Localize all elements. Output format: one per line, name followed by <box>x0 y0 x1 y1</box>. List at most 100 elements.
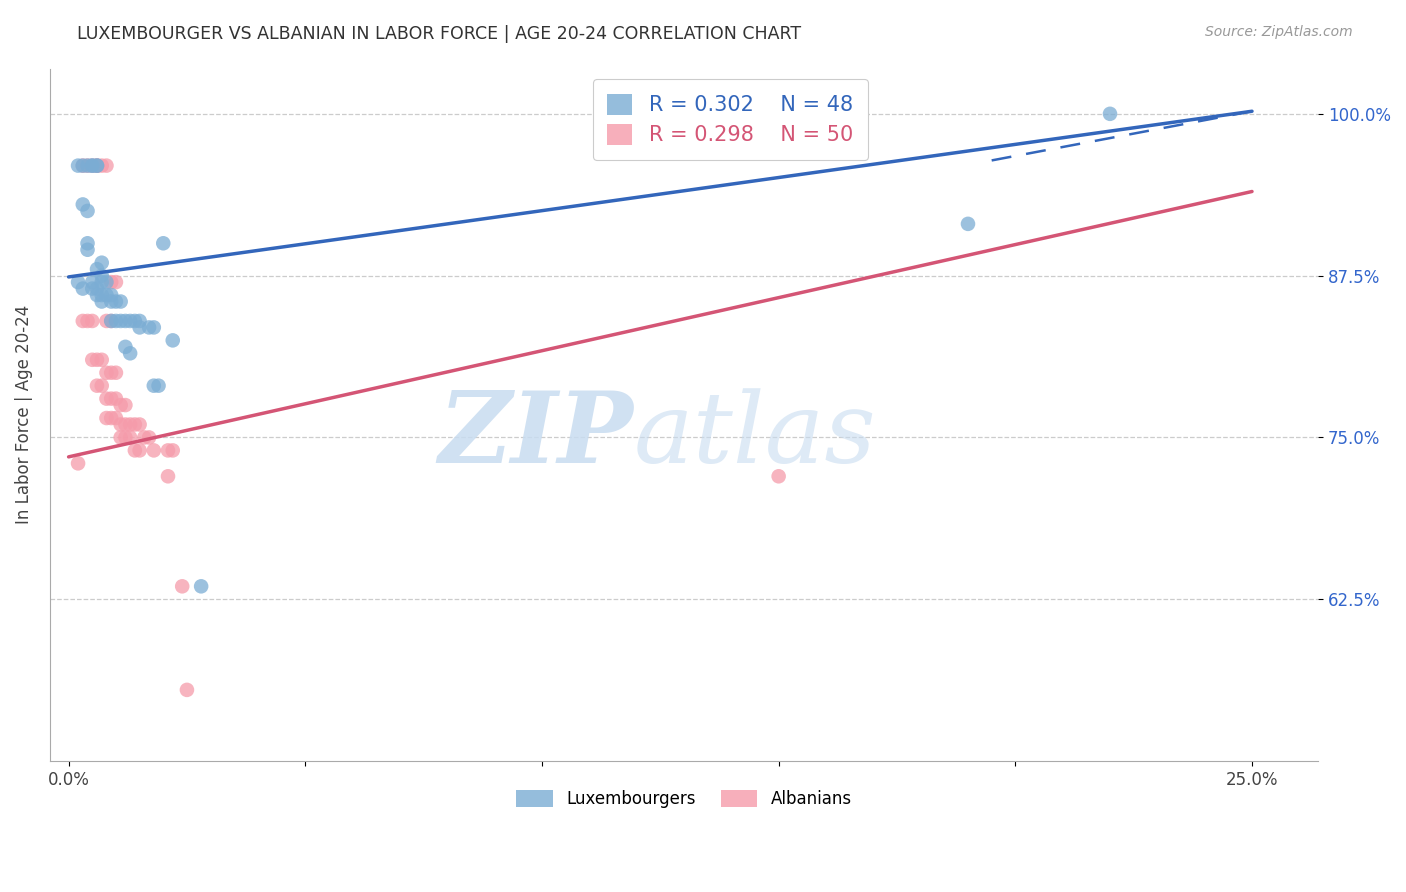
Point <box>110 314 132 328</box>
Point <box>120 417 142 432</box>
Point <box>104 275 127 289</box>
Point <box>76 243 98 257</box>
Text: ZIP: ZIP <box>439 387 633 483</box>
Point <box>82 314 104 328</box>
Point <box>86 159 108 173</box>
Point <box>90 378 112 392</box>
Point <box>100 366 122 380</box>
Point <box>114 430 136 444</box>
Point <box>114 417 136 432</box>
Point <box>86 288 108 302</box>
Point <box>114 398 136 412</box>
Point <box>82 159 104 173</box>
Point <box>176 682 198 697</box>
Point <box>96 288 118 302</box>
Point <box>82 282 104 296</box>
Point <box>156 443 179 458</box>
Point <box>86 282 108 296</box>
Point <box>768 469 790 483</box>
Point <box>72 314 94 328</box>
Point <box>96 366 118 380</box>
Point <box>82 275 104 289</box>
Point <box>142 320 165 334</box>
Point <box>104 411 127 425</box>
Point <box>76 236 98 251</box>
Point <box>96 314 118 328</box>
Point <box>190 579 212 593</box>
Point <box>100 411 122 425</box>
Point <box>114 314 136 328</box>
Point <box>138 430 160 444</box>
Point <box>72 282 94 296</box>
Point <box>100 275 122 289</box>
Point <box>124 443 146 458</box>
Point <box>100 294 122 309</box>
Point <box>96 411 118 425</box>
Text: Source: ZipAtlas.com: Source: ZipAtlas.com <box>1205 25 1353 39</box>
Point <box>138 320 160 334</box>
Point <box>110 398 132 412</box>
Point <box>96 392 118 406</box>
Point <box>104 392 127 406</box>
Point <box>142 378 165 392</box>
Point <box>67 456 90 470</box>
Point <box>86 262 108 277</box>
Point <box>124 417 146 432</box>
Point <box>72 197 94 211</box>
Point <box>128 314 150 328</box>
Point <box>110 430 132 444</box>
Point <box>120 346 142 360</box>
Point <box>90 288 112 302</box>
Point <box>1098 107 1121 121</box>
Point <box>104 366 127 380</box>
Point <box>104 294 127 309</box>
Point <box>100 392 122 406</box>
Point <box>100 314 122 328</box>
Point <box>120 314 142 328</box>
Point <box>142 443 165 458</box>
Point <box>120 430 142 444</box>
Point <box>100 314 122 328</box>
Point <box>162 443 184 458</box>
Point <box>86 159 108 173</box>
Point <box>72 159 94 173</box>
Point <box>67 159 90 173</box>
Point <box>152 236 174 251</box>
Point <box>956 217 979 231</box>
Point <box>90 275 112 289</box>
Point <box>110 294 132 309</box>
Legend: Luxembourgers, Albanians: Luxembourgers, Albanians <box>509 783 859 815</box>
Point <box>76 159 98 173</box>
Point <box>82 159 104 173</box>
Point <box>148 378 170 392</box>
Point <box>114 340 136 354</box>
Point <box>96 275 118 289</box>
Point <box>96 159 118 173</box>
Point <box>86 378 108 392</box>
Y-axis label: In Labor Force | Age 20-24: In Labor Force | Age 20-24 <box>15 305 32 524</box>
Point <box>86 159 108 173</box>
Point <box>128 443 150 458</box>
Point <box>82 352 104 367</box>
Point <box>90 256 112 270</box>
Point <box>100 288 122 302</box>
Point <box>134 430 156 444</box>
Point <box>90 268 112 283</box>
Text: LUXEMBOURGER VS ALBANIAN IN LABOR FORCE | AGE 20-24 CORRELATION CHART: LUXEMBOURGER VS ALBANIAN IN LABOR FORCE … <box>77 25 801 43</box>
Point <box>172 579 194 593</box>
Point <box>76 159 98 173</box>
Point <box>90 352 112 367</box>
Point <box>162 334 184 348</box>
Point <box>86 352 108 367</box>
Point <box>128 417 150 432</box>
Point <box>104 314 127 328</box>
Point <box>76 203 98 218</box>
Point <box>90 159 112 173</box>
Text: atlas: atlas <box>633 388 876 483</box>
Point <box>67 275 90 289</box>
Point <box>110 417 132 432</box>
Point <box>82 159 104 173</box>
Point <box>90 294 112 309</box>
Point <box>72 159 94 173</box>
Point <box>156 469 179 483</box>
